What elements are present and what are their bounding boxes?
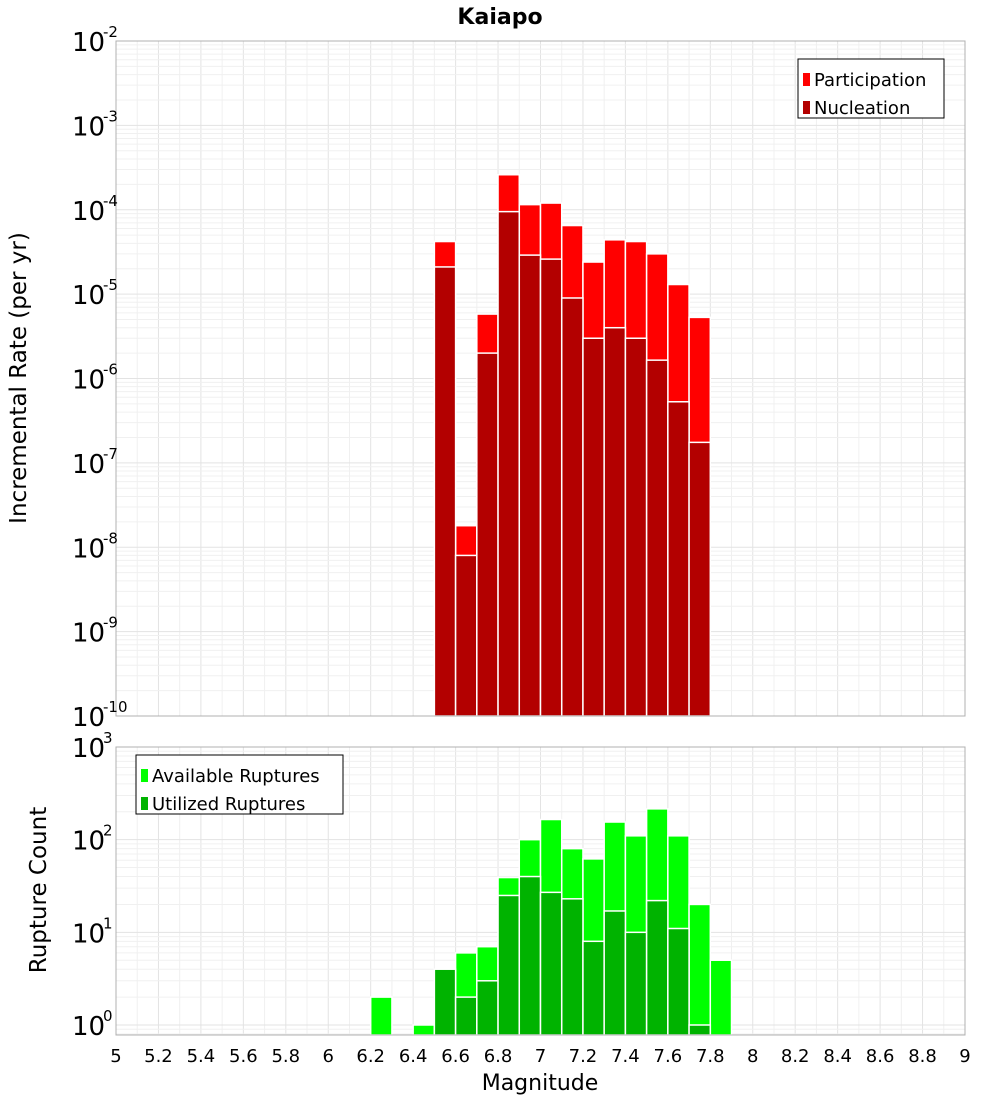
x-tick-label: 6.8: [484, 1046, 513, 1067]
bar-series2: [539, 891, 563, 1036]
x-tick-label: 6.4: [399, 1046, 428, 1067]
bar-series2: [624, 337, 648, 717]
bar-series1: [709, 959, 733, 1036]
x-tick-label: 5.2: [144, 1046, 173, 1067]
y-tick-exponent: 2: [103, 822, 113, 840]
y-tick-label: 10: [72, 734, 105, 764]
y-tick-exponent: -2: [103, 23, 118, 41]
y-tick-label: 10: [72, 703, 105, 733]
ticks-layer: 10-210-310-410-510-610-710-810-910-10103…: [72, 23, 971, 1067]
bar-series1: [412, 1024, 436, 1036]
bar-series2: [433, 266, 457, 717]
y-tick-label: 10: [72, 28, 105, 58]
y-tick-label: 10: [72, 1012, 105, 1042]
y-tick-label: 10: [72, 112, 105, 142]
bottom-y-axis-label: Rupture Count: [26, 807, 52, 973]
bar-series2: [476, 980, 499, 1036]
bar-series2: [582, 337, 605, 717]
legend-box: [135, 754, 344, 815]
x-tick-label: 8.4: [823, 1046, 852, 1067]
bar-series2: [497, 210, 521, 717]
bar-series2: [603, 326, 627, 717]
legends-layer: Participation Nucleation Available Rupture…: [135, 58, 945, 815]
y-tick-label: 10: [72, 197, 105, 227]
plot-frame: [115, 746, 966, 1036]
y-tick-exponent: -6: [103, 361, 118, 379]
y-tick-label: 10: [72, 534, 105, 564]
bar-series2: [560, 898, 584, 1036]
bar-series2: [497, 894, 521, 1036]
legend-swatch: [803, 101, 810, 114]
y-tick-label: 10: [72, 450, 105, 480]
bar-series2: [454, 554, 478, 717]
x-tick-label: 8.6: [866, 1046, 895, 1067]
legend-label: Utilized Ruptures: [152, 794, 305, 815]
y-tick-label: 10: [72, 827, 105, 857]
legend-label: Nucleation: [814, 98, 910, 119]
y-tick-exponent: 3: [103, 729, 113, 747]
x-tick-label: 5: [110, 1046, 121, 1067]
x-tick-label: 8.2: [781, 1046, 810, 1067]
x-tick-label: 7.8: [696, 1046, 725, 1067]
frame-layer: [115, 40, 966, 1036]
bar-series2: [518, 254, 542, 717]
bar-series2: [476, 352, 499, 717]
x-tick-label: 7.4: [611, 1046, 640, 1067]
x-tick-label: 6.6: [441, 1046, 470, 1067]
y-tick-label: 10: [72, 619, 105, 649]
y-tick-exponent: -7: [103, 445, 118, 463]
y-tick-label: 10: [72, 366, 105, 396]
y-tick-label: 10: [72, 919, 105, 949]
bar-series2: [667, 401, 690, 717]
bar-series2: [645, 359, 669, 717]
bar-series2: [667, 927, 690, 1036]
y-tick-exponent: -4: [103, 192, 118, 210]
bar-series2: [688, 441, 712, 717]
bar-series2: [560, 297, 584, 717]
bar-series1: [688, 903, 712, 1036]
legend-label: Available Ruptures: [152, 766, 320, 787]
bar-series2: [433, 968, 457, 1036]
bars-layer: [369, 173, 733, 1036]
y-tick-exponent: 0: [103, 1007, 113, 1025]
x-tick-label: 7.6: [654, 1046, 683, 1067]
bar-series2: [603, 910, 627, 1036]
x-tick-label: 6.2: [356, 1046, 385, 1067]
x-tick-label: 6: [323, 1046, 334, 1067]
x-tick-label: 5.6: [229, 1046, 258, 1067]
x-tick-label: 7: [535, 1046, 546, 1067]
x-tick-label: 5.4: [187, 1046, 216, 1067]
legend-label: Participation: [814, 70, 926, 91]
y-tick-exponent: -9: [103, 614, 118, 632]
bar-series2: [582, 940, 605, 1036]
x-tick-label: 7.2: [569, 1046, 598, 1067]
bar-series2: [518, 875, 542, 1036]
y-tick-exponent: -5: [103, 276, 118, 294]
bar-series2: [539, 258, 563, 717]
y-tick-exponent: -10: [103, 698, 128, 716]
y-tick-exponent: 1: [103, 914, 113, 932]
x-tick-label: 8.8: [908, 1046, 937, 1067]
top-y-axis-label: Incremental Rate (per yr): [6, 232, 32, 524]
bar-series1: [369, 996, 393, 1036]
x-axis-label: Magnitude: [482, 1071, 599, 1096]
y-tick-exponent: -3: [103, 107, 118, 125]
bar-series2: [624, 931, 648, 1036]
bar-series2: [688, 1024, 712, 1036]
bar-series2: [645, 899, 669, 1036]
legend-swatch: [141, 797, 148, 810]
x-tick-label: 9: [959, 1046, 970, 1067]
x-tick-label: 8: [747, 1046, 758, 1067]
bar-series2: [454, 996, 478, 1036]
legend-swatch: [141, 769, 148, 782]
chart-title: Kaiapo: [457, 5, 542, 30]
x-tick-label: 5.8: [271, 1046, 300, 1067]
plot-frame: [115, 40, 966, 717]
y-tick-label: 10: [72, 281, 105, 311]
legend-swatch: [803, 73, 810, 86]
legend-box: [797, 58, 945, 119]
y-tick-exponent: -8: [103, 529, 118, 547]
